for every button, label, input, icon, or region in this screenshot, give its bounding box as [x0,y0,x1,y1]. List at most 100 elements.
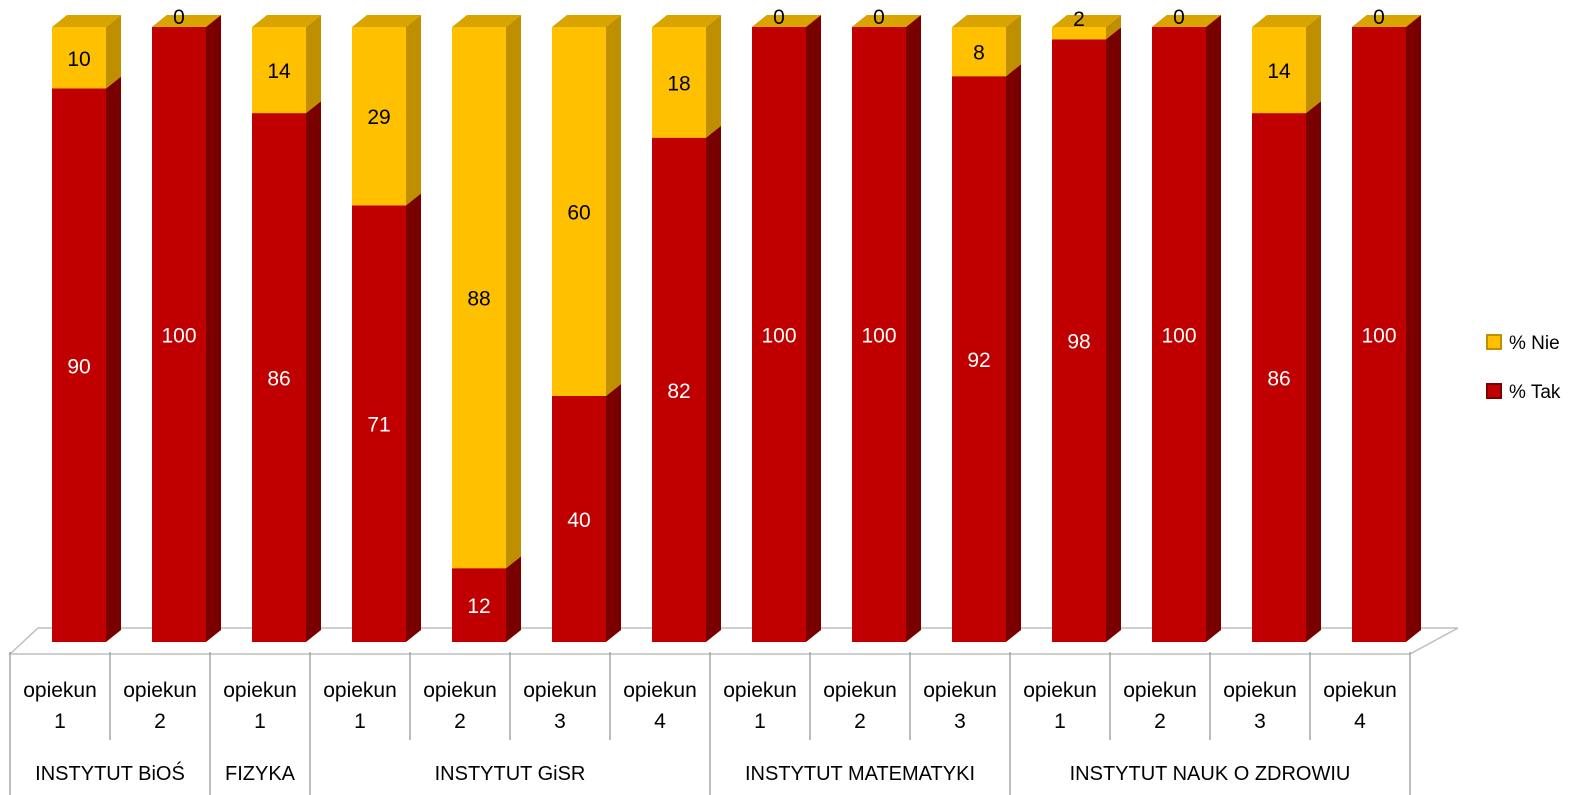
bar-segment-side [206,15,221,642]
bar-segment [52,27,106,89]
data-label: 0 [773,6,785,29]
bars-layer: 9010100086147129128840608218100010009289… [52,6,1421,643]
data-label: 98 [1067,331,1090,354]
bar-segment-side [806,15,821,642]
category-label: opiekun [1123,679,1197,702]
group-label: FIZYKA [225,763,296,785]
category-label: opiekun [523,679,597,702]
data-label: 100 [1361,325,1396,348]
bar-segment [852,27,906,642]
bar-top [1252,15,1321,27]
data-label: 0 [873,6,885,29]
bar-segment [1052,27,1106,40]
bar-segment-side [606,384,621,642]
category-label: opiekun [23,679,97,702]
category-label: opiekun [623,679,697,702]
legend-label: % Tak [1509,382,1561,403]
group-label: INSTYTUT BiOŚ [35,761,185,785]
data-label: 14 [267,60,291,83]
bar-stack: 100 0 [1152,6,1221,642]
data-label: 100 [1161,325,1196,348]
category-number: 4 [654,710,666,733]
category-label: opiekun [723,679,797,702]
chart-floor [8,627,1459,655]
bar-segment-side [506,15,521,569]
bar-segment-side [1006,15,1021,77]
bar-segment [252,113,306,643]
category-number: 1 [254,710,266,733]
data-label: 86 [1267,368,1290,391]
bar-segment-side [1406,15,1421,642]
bar-stack: 71 29 [352,15,421,642]
bar-top [552,15,621,27]
legend: % Nie % Tak [1486,333,1561,403]
data-label: 10 [67,48,90,71]
bar-segment [452,27,506,569]
data-label: 0 [173,6,185,29]
group-label: INSTYTUT MATEMATYKI [745,763,975,785]
legend-item: % Tak [1486,382,1561,403]
legend-item: % Nie [1486,333,1560,354]
bar-segment-side [306,15,321,114]
category-label: opiekun [823,679,897,702]
data-label: 12 [467,595,490,618]
bar-segment [1052,39,1106,643]
category-label: opiekun [1023,679,1097,702]
group-label: INSTYTUT NAUK O ZDROWIU [1070,763,1351,785]
category-number: 3 [1254,710,1266,733]
bar-top [1152,15,1221,27]
category-number: 3 [554,710,566,733]
bar-segment [652,137,706,642]
bar-segment [52,88,106,642]
legend-swatch [1486,383,1502,399]
category-label: opiekun [423,679,497,702]
bar-segment [752,27,806,642]
category-number: 1 [754,710,766,733]
data-label: 86 [267,368,290,391]
category-number: 2 [1154,710,1166,733]
bar-segment [452,568,506,642]
bar-segment [1152,27,1206,642]
bar-segment [952,76,1006,642]
category-number: 4 [1354,710,1366,733]
bar-stack: 92 8 [952,15,1021,642]
bar-segment-side [506,556,521,642]
bar-top [152,15,221,27]
category-label: opiekun [1323,679,1397,702]
bar-top [1052,15,1121,27]
bar-segment [1352,27,1406,642]
data-label: 0 [1373,6,1385,29]
data-label: 0 [1173,6,1185,29]
category-number: 2 [454,710,466,733]
bar-segment-side [106,76,121,642]
bar-segment-side [406,15,421,206]
bar-stack: 100 0 [152,6,221,642]
data-label: 100 [861,325,896,348]
bar-top [452,15,521,27]
bar-top [852,15,921,27]
data-label: 2 [1073,8,1085,31]
data-label: 92 [967,349,990,372]
category-number: 2 [854,710,866,733]
bar-stack: 40 60 [552,15,621,642]
data-label: 88 [467,288,490,311]
data-label: 29 [367,106,390,129]
bar-segment [352,205,406,642]
category-label: opiekun [923,679,997,702]
bar-segment-side [706,15,721,138]
bar-stack: 100 0 [852,6,921,642]
bar-top [352,15,421,27]
category-number: 2 [154,710,166,733]
bar-stack: 12 88 [452,15,521,642]
bar-stack: 98 2 [1052,8,1121,643]
bar-top [652,15,721,27]
category-label: opiekun [1223,679,1297,702]
bar-segment [952,27,1006,77]
data-label: 18 [667,72,690,95]
data-label: 40 [567,509,590,532]
bar-stack: 82 18 [652,15,721,642]
bar-segment-side [106,15,121,89]
category-label: opiekun [323,679,397,702]
bar-segment-side [306,101,321,643]
data-label: 90 [67,355,90,378]
